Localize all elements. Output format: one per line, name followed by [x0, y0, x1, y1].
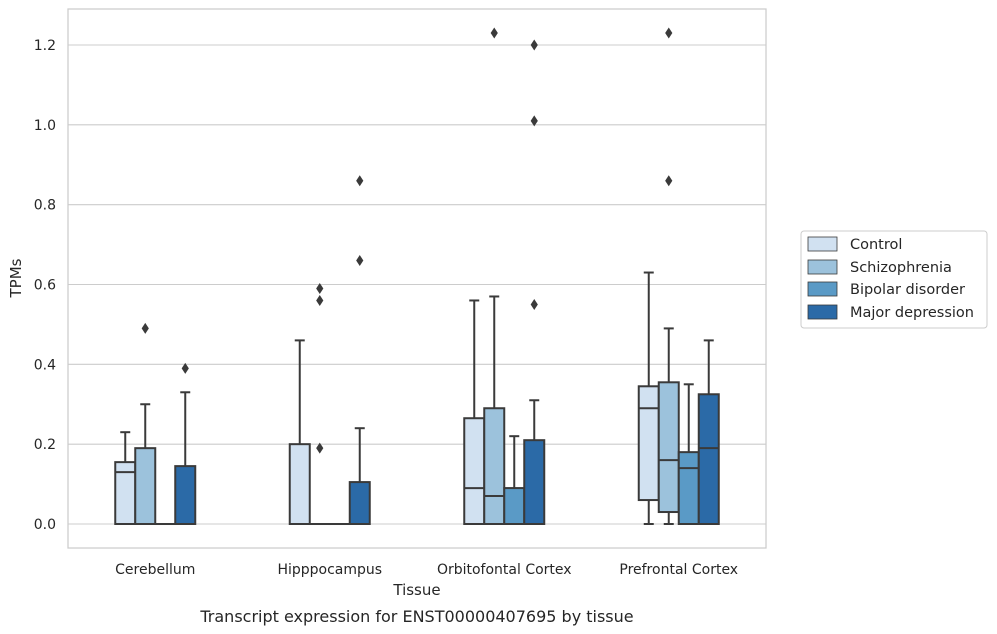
- outlier-point: [530, 115, 538, 127]
- outlier-point: [141, 322, 149, 334]
- box-group: [503, 435, 526, 526]
- legend-frame: [800, 230, 988, 329]
- y-axis-ticks: 0.0 0.2 0.4 0.6 0.8 1.0 1.2: [34, 38, 56, 533]
- box: [134, 447, 157, 525]
- box-group: [114, 431, 137, 526]
- y-tick-label: 1.0: [34, 118, 56, 134]
- y-tick-label: 0.4: [34, 357, 56, 373]
- y-tick-label: 0.6: [34, 278, 56, 294]
- x-axis-label: Tissue: [392, 581, 440, 599]
- outlier-point: [530, 298, 538, 310]
- plot-frame: [67, 8, 767, 549]
- y-tick-label: 0.2: [34, 437, 56, 453]
- box-group: [697, 339, 720, 526]
- legend-label-depression: Major depression: [850, 305, 974, 321]
- box: [503, 487, 526, 526]
- x-tick-label: Cerebellum: [115, 562, 195, 578]
- y-tick-label: 1.2: [34, 38, 56, 54]
- x-tick-label: Orbitofontal Cortex: [437, 562, 572, 578]
- y-tick-label: 0.0: [34, 517, 56, 533]
- outlier-point: [316, 294, 324, 306]
- legend: Control Schizophrenia Bipolar disorder M…: [800, 230, 988, 329]
- box-group: [134, 322, 157, 525]
- outlier-point: [665, 27, 673, 39]
- outlier-point: [316, 442, 324, 454]
- x-tick-label: Hipppocampus: [277, 562, 382, 578]
- y-tick-label: 0.8: [34, 198, 56, 214]
- chart-caption: Transcript expression for ENST0000040769…: [199, 607, 633, 626]
- outlier-point: [181, 362, 189, 374]
- y-axis-label: TPMs: [7, 258, 25, 298]
- box: [288, 443, 311, 525]
- box-group: [657, 27, 680, 525]
- legend-swatch-schizophrenia: [807, 259, 838, 275]
- box-group: [348, 175, 371, 525]
- box-group: [637, 271, 660, 525]
- box: [523, 439, 546, 525]
- x-axis-ticks: Cerebellum Hipppocampus Orbitofontal Corte…: [115, 562, 738, 578]
- legend-swatch-bipolar: [807, 281, 838, 297]
- box: [463, 417, 486, 525]
- legend-label-control: Control: [850, 237, 902, 253]
- box-group: [523, 39, 546, 525]
- outlier-point: [316, 282, 324, 294]
- outlier-point: [530, 39, 538, 51]
- box-group: [174, 362, 197, 525]
- box-group: [288, 339, 311, 525]
- box: [174, 465, 197, 525]
- box: [697, 393, 720, 526]
- outlier-point: [490, 27, 498, 39]
- legend-label-bipolar: Bipolar disorder: [850, 282, 965, 298]
- box: [348, 481, 371, 525]
- legend-swatch-control: [807, 236, 838, 252]
- box-group: [483, 27, 506, 525]
- box: [637, 385, 660, 502]
- box: [677, 451, 700, 525]
- outlier-point: [356, 255, 364, 267]
- legend-swatch-depression: [807, 304, 838, 320]
- outlier-point: [356, 175, 364, 187]
- outlier-point: [665, 175, 673, 187]
- box-plot-area: [114, 27, 720, 526]
- box: [657, 381, 680, 514]
- x-tick-label: Prefrontal Cortex: [619, 562, 738, 578]
- legend-label-schizophrenia: Schizophrenia: [850, 260, 952, 276]
- box: [483, 407, 506, 525]
